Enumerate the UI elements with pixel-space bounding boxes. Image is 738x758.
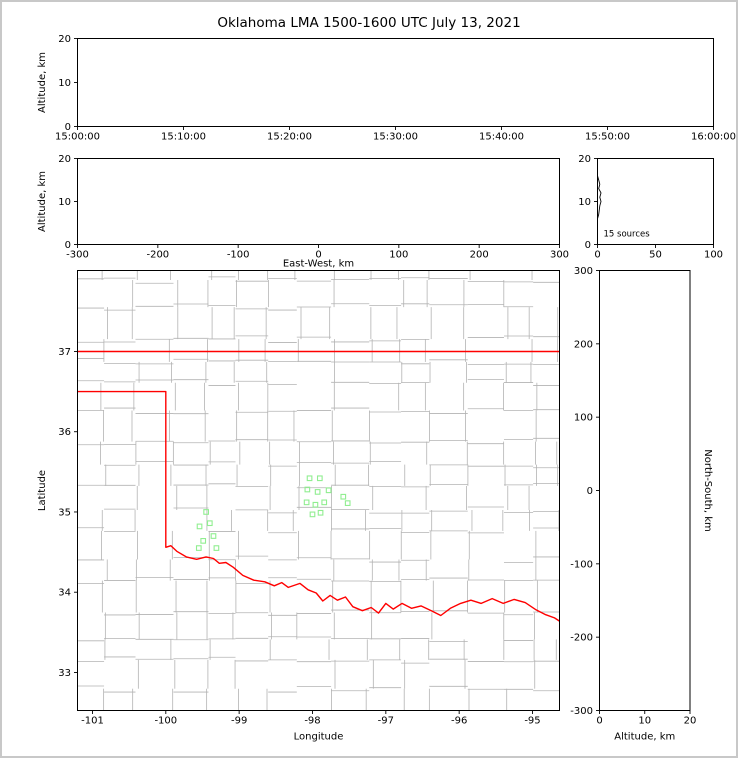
tick-label: 33 <box>58 668 71 679</box>
source-marker <box>195 545 202 551</box>
tick-label: 15:40:00 <box>479 132 524 143</box>
map-contents <box>77 270 560 711</box>
figure-title: Oklahoma LMA 1500-1600 UTC July 13, 2021 <box>217 15 521 31</box>
source-marker <box>206 520 213 527</box>
plan-view-panel: -101 -100 -99 -98 -97 -96 -95 33 34 35 36 37 Longitu… <box>37 270 560 743</box>
tick-label: 36 <box>58 427 71 438</box>
county-lines <box>77 270 560 711</box>
tick-label: -300 <box>66 250 89 261</box>
panel-frame <box>77 38 714 127</box>
lightning-sources <box>195 475 351 551</box>
source-marker <box>316 475 323 482</box>
tick-label: 15:10:00 <box>161 132 206 143</box>
tick-label: 20 <box>578 154 591 165</box>
east-west-height-panel: -300 -200 -100 0 100 200 300 0 10 20 East-West, km… <box>37 154 569 270</box>
x-axis-label: East-West, km <box>283 259 354 270</box>
panel-frame <box>599 270 691 711</box>
source-marker <box>317 509 324 516</box>
source-marker <box>200 538 207 544</box>
tick-label: -101 <box>81 716 104 727</box>
tick-label: 16:00:00 <box>691 132 736 143</box>
source-marker <box>314 489 321 495</box>
time-height-panel: 15:00:00 15:10:00 15:20:00 15:30:00 15:40:00… <box>37 34 736 143</box>
tick-label: 200 <box>574 339 593 350</box>
source-marker <box>303 499 310 506</box>
y-axis-label: Altitude, km <box>37 171 48 232</box>
altitude-histogram-line <box>597 175 602 219</box>
panel-frame <box>597 158 714 245</box>
tick-label: 100 <box>574 413 593 424</box>
tick-label: -200 <box>146 250 169 261</box>
tick-label: 15:30:00 <box>373 132 418 143</box>
tick-label: 15:50:00 <box>585 132 630 143</box>
tick-label: -97 <box>378 716 394 727</box>
tick-label: 0 <box>65 240 71 251</box>
tick-label: 300 <box>574 266 593 277</box>
source-marker <box>325 487 332 494</box>
source-marker <box>340 493 347 500</box>
tick-label: 0 <box>585 240 591 251</box>
panel-frame <box>77 158 560 245</box>
source-marker <box>321 499 328 506</box>
tick-label: -100 <box>154 716 177 727</box>
source-marker <box>203 509 209 515</box>
tick-label: 10 <box>58 78 71 89</box>
tick-label: 34 <box>58 588 71 599</box>
tick-label: 50 <box>649 250 662 261</box>
tick-label: -100 <box>227 250 250 261</box>
source-marker <box>210 533 217 539</box>
tick-label: 0 <box>587 486 593 497</box>
tick-label: 0 <box>65 122 71 133</box>
source-marker <box>304 486 311 493</box>
y-axis-label-right: North-South, km <box>702 449 713 532</box>
tick-label: -98 <box>304 716 320 727</box>
source-marker <box>312 501 319 508</box>
x-axis-label: Longitude <box>294 732 344 743</box>
tick-label: 0 <box>315 250 321 261</box>
tick-label: 10 <box>58 197 71 208</box>
tick-label: 20 <box>684 716 697 727</box>
source-marker <box>196 523 203 530</box>
tick-label: 300 <box>550 250 569 261</box>
panel-frame <box>77 270 560 711</box>
tick-label: -95 <box>524 716 540 727</box>
tick-label: 20 <box>58 154 71 165</box>
tick-label: 20 <box>58 34 71 45</box>
source-marker <box>344 500 351 506</box>
tick-label: 35 <box>58 507 71 518</box>
tick-label: 100 <box>704 250 723 261</box>
y-axis-label: Latitude <box>37 470 48 511</box>
tick-label: 10 <box>638 716 651 727</box>
tick-label: 200 <box>470 250 489 261</box>
tick-label: -200 <box>570 633 593 644</box>
north-south-height-panel: 0 10 20 -300 -200 -100 0 100 200 300 Altitude, km N… <box>570 266 713 743</box>
source-marker <box>309 511 316 518</box>
tick-label: 37 <box>58 347 71 358</box>
state-border-red-river <box>77 390 560 622</box>
tick-label: 100 <box>389 250 408 261</box>
x-axis-label: Altitude, km <box>614 732 675 743</box>
source-marker <box>213 545 220 551</box>
tick-label: 10 <box>578 197 591 208</box>
tick-label: 0 <box>594 250 600 261</box>
tick-label: -100 <box>570 559 593 570</box>
source-marker <box>306 475 313 482</box>
tick-label: 15:20:00 <box>267 132 312 143</box>
y-axis-label: Altitude, km <box>37 52 48 113</box>
tick-label: -99 <box>231 716 247 727</box>
tick-label: -96 <box>451 716 467 727</box>
tick-label: 0 <box>596 716 602 727</box>
sources-count-annotation: 15 sources <box>604 230 651 240</box>
tick-label: -300 <box>570 706 593 717</box>
tick-label: 15:00:00 <box>55 132 100 143</box>
altitude-histogram-panel: 0 50 100 0 10 20 15 sources <box>578 154 723 261</box>
